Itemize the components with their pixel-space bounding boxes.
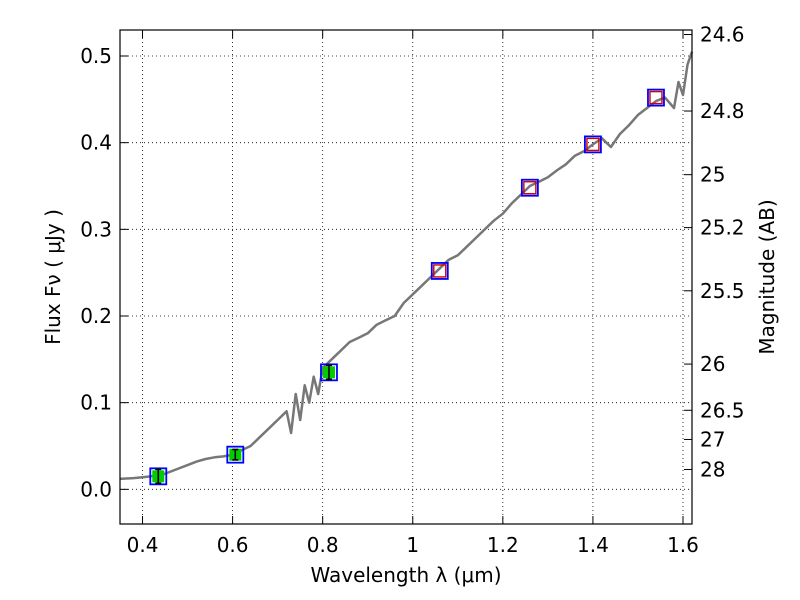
tick-marks [120, 30, 692, 524]
model-flux-box [430, 262, 449, 280]
y-tick-label: 0.0 [80, 477, 112, 501]
x-tick-label: 1 [406, 533, 419, 557]
magnitude-tick-label: 26 [700, 352, 725, 376]
magnitude-tick-label: 26.5 [700, 398, 745, 422]
y-tick-label: 0.1 [80, 391, 112, 415]
y-tick-label: 0.2 [80, 304, 112, 328]
observed-flux-point [649, 90, 663, 105]
observed-flux-point [433, 264, 447, 278]
series-line-spectrum [119, 51, 694, 481]
y-axis-label-right: Magnitude (AB) [755, 199, 779, 354]
model-flux-box [647, 88, 665, 107]
x-tick-labels: 0.4 0.6 0.8 1 1.2 1.4 1.6 [127, 533, 699, 557]
x-tick-label: 1.2 [487, 533, 519, 557]
magnitude-tick-label: 24.6 [700, 23, 745, 47]
magnitude-tick-labels: 24.6 24.8 25 25.2 25.5 26 26.5 27 28 [700, 23, 745, 482]
x-tick-label: 0.4 [127, 533, 159, 557]
y-tick-label: 0.5 [80, 44, 112, 68]
model-flux-box [320, 363, 338, 382]
observed-flux-point [523, 181, 537, 195]
x-tick-label: 0.8 [307, 533, 339, 557]
photometry-layer [149, 88, 665, 486]
y-tick-label: 0.4 [80, 131, 112, 155]
model-flux-box [584, 135, 602, 154]
x-tick-label: 1.4 [577, 533, 609, 557]
plot-frame [119, 29, 693, 525]
x-axis-label: Wavelength λ (μm) [310, 563, 501, 587]
magnitude-tick-label: 27 [700, 427, 725, 451]
model-flux-box [520, 178, 539, 197]
magnitude-tick-label: 25.5 [700, 279, 745, 303]
x-tick-label: 0.6 [217, 533, 249, 557]
x-tick-label: 1.6 [667, 533, 699, 557]
y-axis-label: Flux Fν ( μJy ) [41, 209, 65, 345]
magnitude-tick-label: 24.8 [700, 99, 745, 123]
magnitude-tick-label: 25.2 [700, 216, 745, 240]
model-flux-box [226, 445, 245, 464]
grid-lines [120, 30, 692, 524]
model-flux-box [149, 467, 168, 486]
series-layer [119, 51, 694, 481]
y-tick-label: 0.3 [80, 217, 112, 241]
y-tick-labels: 0.0 0.1 0.2 0.3 0.4 0.5 [80, 44, 112, 501]
observed-flux-point [586, 137, 600, 152]
magnitude-tick-label: 28 [700, 457, 725, 481]
magnitude-tick-label: 25 [700, 163, 725, 187]
